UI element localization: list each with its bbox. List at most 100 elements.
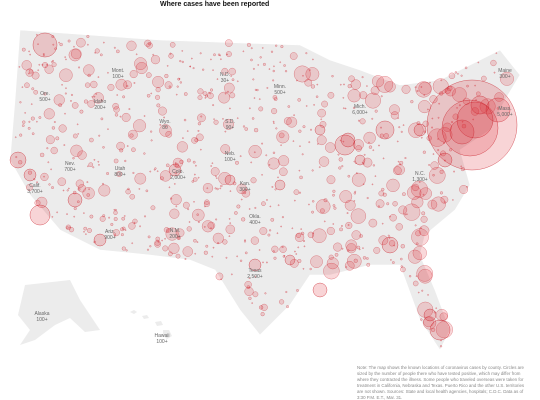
bubble xyxy=(397,160,400,163)
bubble xyxy=(193,239,197,243)
bubble xyxy=(102,214,106,218)
bubble xyxy=(82,187,95,200)
bubble xyxy=(120,227,125,232)
bubble xyxy=(272,151,276,154)
bubble xyxy=(230,273,233,276)
bubble xyxy=(332,223,335,225)
bubble xyxy=(415,275,418,277)
bubble xyxy=(308,69,311,71)
bubble xyxy=(411,196,424,209)
bubble xyxy=(269,205,272,208)
bubble xyxy=(76,123,79,126)
state-count: 300+ xyxy=(499,74,510,80)
bubble xyxy=(339,83,342,86)
bubble xyxy=(357,119,360,122)
bubble xyxy=(176,141,188,153)
bubble xyxy=(122,95,126,99)
bubble xyxy=(63,144,66,146)
bubble xyxy=(252,291,259,298)
bubble xyxy=(470,95,490,115)
state-count: 500+ xyxy=(39,97,50,103)
bubble xyxy=(192,67,195,70)
state-name: Hawaii xyxy=(154,333,169,339)
bubble xyxy=(271,245,279,253)
bubble xyxy=(464,66,468,70)
bubble xyxy=(24,82,30,89)
state-name: Alaska xyxy=(34,311,49,317)
bubble xyxy=(73,206,77,211)
bubble xyxy=(236,255,238,258)
bubble xyxy=(256,88,259,92)
bubble xyxy=(33,90,38,95)
bubble xyxy=(173,183,176,185)
bubble xyxy=(361,76,364,79)
bubble xyxy=(58,41,60,44)
bubble xyxy=(438,102,441,105)
bubble xyxy=(346,212,349,215)
bubble xyxy=(146,42,153,49)
bubble xyxy=(387,234,390,237)
bubble xyxy=(460,74,463,77)
state-name: Maine xyxy=(498,68,512,74)
bubble xyxy=(174,171,178,175)
bubble xyxy=(260,312,265,317)
bubble xyxy=(251,302,254,304)
state-name: Mich. xyxy=(354,104,366,110)
bubble xyxy=(197,176,200,179)
bubble xyxy=(92,92,104,104)
bubble xyxy=(404,157,407,160)
bubble xyxy=(147,235,151,239)
state-name: Mont. xyxy=(112,68,125,74)
bubble xyxy=(243,191,247,195)
bubble xyxy=(193,200,195,203)
bubble xyxy=(323,220,326,223)
bubble xyxy=(390,111,399,120)
bubble xyxy=(362,256,367,260)
bubble xyxy=(236,183,247,194)
bubble xyxy=(398,205,408,215)
bubble xyxy=(377,205,380,208)
bubble xyxy=(84,82,91,88)
bubble xyxy=(353,192,356,195)
bubble xyxy=(437,138,439,140)
bubble xyxy=(19,101,22,104)
bubble xyxy=(28,69,33,74)
state-name: N.C. xyxy=(415,171,425,177)
bubble xyxy=(220,58,222,61)
bubble xyxy=(366,257,369,260)
bubble xyxy=(181,60,184,64)
bubble xyxy=(59,42,63,47)
bubble xyxy=(199,52,202,55)
bubble xyxy=(280,225,282,228)
bubble xyxy=(305,52,308,55)
bubble xyxy=(43,92,47,96)
bubble xyxy=(229,92,236,99)
bubble xyxy=(339,227,343,232)
bubble xyxy=(325,142,336,153)
bubble xyxy=(389,214,397,222)
bubble xyxy=(93,95,96,98)
bubble xyxy=(83,230,85,233)
bubble xyxy=(71,102,79,109)
bubble xyxy=(298,169,301,172)
bubble xyxy=(466,84,469,88)
state-name: Ore. xyxy=(40,91,50,97)
bubble xyxy=(154,241,161,248)
bubble xyxy=(402,124,405,127)
bubble xyxy=(342,107,345,110)
bubble xyxy=(51,35,55,39)
bubble xyxy=(248,296,252,300)
bubble xyxy=(27,126,31,130)
state-count: 200+ xyxy=(169,234,180,240)
bubble xyxy=(73,215,76,218)
bubble xyxy=(370,86,380,95)
bubble xyxy=(87,73,91,78)
bubble xyxy=(244,127,248,131)
bubble xyxy=(102,146,105,149)
bubble xyxy=(182,246,193,257)
bubble xyxy=(300,228,303,230)
bubble xyxy=(252,78,255,81)
bubble xyxy=(351,230,361,240)
bubble xyxy=(116,141,125,151)
bubble xyxy=(22,120,26,124)
